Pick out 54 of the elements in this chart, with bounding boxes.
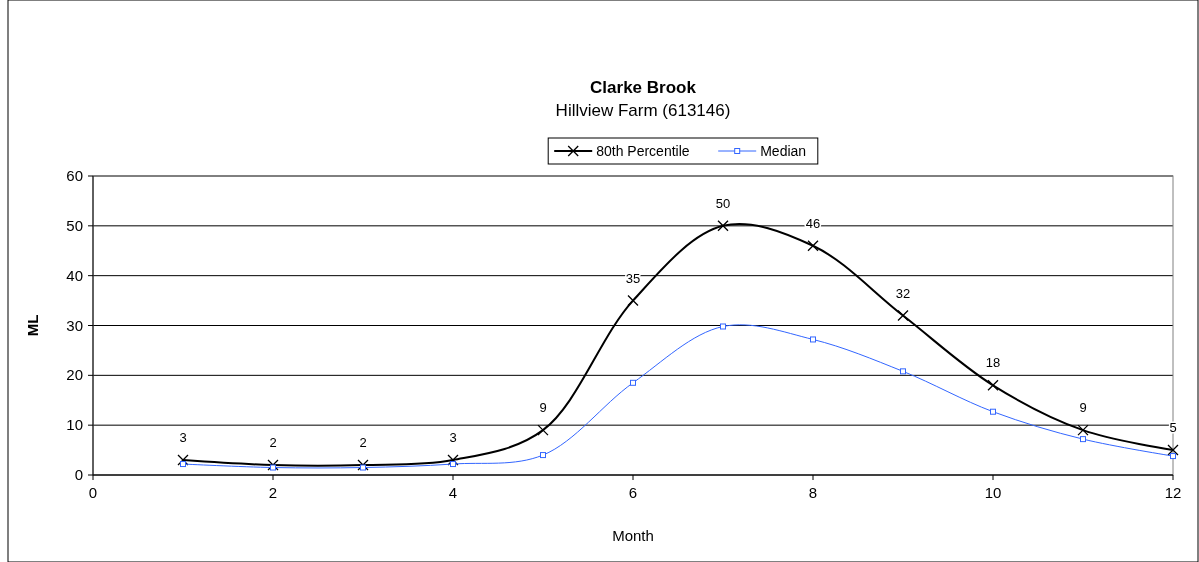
chart-subtitle: Hillview Farm (613146)	[555, 101, 731, 120]
data-label: 2	[359, 435, 367, 451]
point	[630, 379, 636, 386]
point	[540, 452, 546, 459]
point	[900, 368, 906, 375]
legend-label: Median	[760, 143, 807, 159]
point	[627, 294, 639, 307]
data-label: 3	[179, 430, 187, 446]
point	[270, 464, 276, 471]
point	[177, 454, 189, 466]
legend-label: 80th Percentile	[596, 143, 690, 159]
data-label: 50	[715, 195, 731, 211]
point	[360, 464, 366, 471]
y-tick-label: 30	[66, 316, 83, 334]
point	[357, 459, 369, 471]
point	[537, 424, 549, 436]
y-axis-title: ML	[24, 314, 41, 337]
x-tick-label: 6	[628, 484, 638, 501]
point	[717, 220, 729, 232]
x-tick-label: 8	[808, 484, 818, 501]
point	[897, 309, 909, 322]
data-label: 5	[1169, 420, 1177, 436]
y-tick-label: 60	[66, 167, 83, 184]
data-label: 3	[449, 430, 457, 446]
data-label: 18	[985, 355, 1001, 371]
x-tick-label: 4	[448, 484, 458, 501]
point	[1170, 453, 1176, 460]
data-label: 9	[539, 400, 547, 416]
point	[450, 461, 456, 468]
point	[810, 336, 816, 343]
point	[807, 240, 819, 252]
y-tick-label: 20	[66, 366, 83, 384]
y-tick-label: 0	[74, 466, 83, 483]
data-label: 2	[269, 435, 277, 451]
data-label: 32	[895, 285, 911, 301]
point	[987, 379, 999, 391]
point	[447, 454, 459, 466]
point	[1077, 424, 1089, 436]
x-axis-title: Month	[612, 527, 654, 544]
y-tick-label: 40	[66, 266, 83, 284]
x-tick-label: 12	[1164, 484, 1182, 501]
y-tick-label: 10	[66, 416, 83, 434]
point	[1080, 436, 1086, 443]
x-tick-label: 0	[88, 484, 98, 501]
point	[1167, 444, 1179, 456]
x-tick-label: 10	[984, 484, 1002, 501]
point	[267, 459, 279, 471]
point	[180, 461, 186, 468]
data-label: 9	[1079, 400, 1087, 416]
point	[720, 323, 726, 330]
y-tick-label: 50	[66, 216, 83, 234]
x-tick-label: 2	[268, 484, 278, 501]
point	[990, 408, 996, 415]
chart-title: Clarke Brook	[590, 78, 697, 97]
